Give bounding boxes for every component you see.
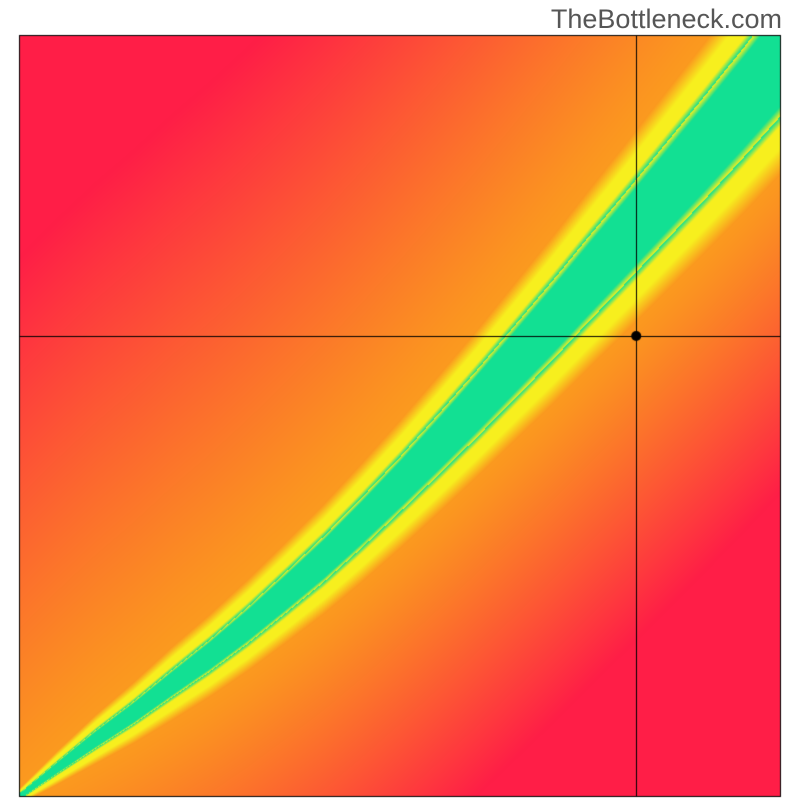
bottleneck-heatmap	[0, 0, 800, 800]
watermark-text: TheBottleneck.com	[551, 4, 782, 35]
chart-container: TheBottleneck.com	[0, 0, 800, 800]
